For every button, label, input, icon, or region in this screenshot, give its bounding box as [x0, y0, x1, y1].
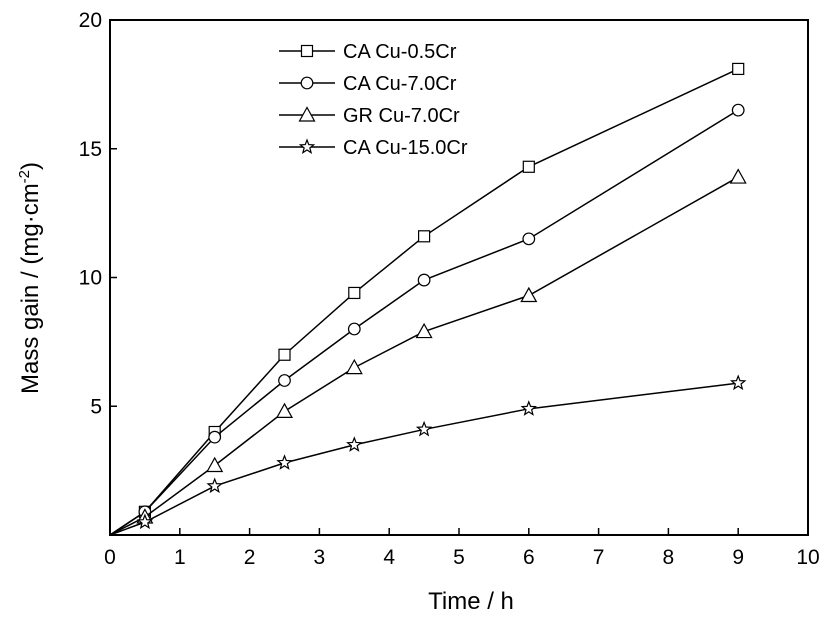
data-point	[522, 232, 536, 246]
data-point	[520, 400, 538, 416]
x-tick-label: 10	[796, 546, 819, 569]
data-point	[732, 62, 745, 76]
x-tick-label: 3	[314, 546, 326, 569]
legend: CA Cu-0.5Cr CA Cu-7.0Cr GR Cu-7.0Cr CA Cu-1…	[279, 41, 468, 159]
y-axis-ticks: 5 10 15 20	[79, 9, 117, 418]
data-point	[522, 160, 535, 173]
series-layer	[109, 62, 747, 536]
y-tick-label: 20	[79, 9, 102, 32]
legend-marker	[300, 76, 314, 90]
series-line	[109, 176, 739, 536]
legend-item: CA Cu-7.0Cr	[279, 73, 457, 95]
data-point	[415, 420, 433, 437]
legend-label: GR Cu-7.0Cr	[343, 105, 460, 127]
data-point	[418, 230, 431, 243]
series-line	[109, 382, 739, 536]
series-2	[109, 103, 745, 536]
y-tick-label: 15	[79, 138, 102, 161]
y-axis-title-main: Mass gain / (mg·cm	[17, 183, 44, 394]
y-axis-title-superscript: -2	[16, 170, 33, 183]
legend-label: CA Cu-15.0Cr	[343, 137, 468, 159]
legend-item: GR Cu-7.0Cr	[279, 105, 460, 127]
x-axis-title: Time / h	[428, 588, 514, 615]
data-point	[136, 513, 154, 530]
data-point	[520, 286, 538, 303]
data-point	[729, 168, 747, 184]
legend-marker	[298, 138, 316, 155]
series-4	[109, 374, 747, 536]
x-tick-label: 9	[732, 546, 744, 569]
y-axis-title-end: )	[17, 162, 44, 170]
y-tick-label: 10	[79, 267, 102, 290]
series-3	[109, 168, 747, 536]
legend-item: CA Cu-15.0Cr	[279, 137, 468, 159]
legend-label: CA Cu-7.0Cr	[343, 73, 457, 95]
data-point	[208, 430, 222, 444]
legend-marker	[298, 106, 316, 122]
data-point	[278, 348, 291, 361]
data-point	[278, 374, 291, 387]
series-1	[109, 62, 745, 536]
legend-marker	[300, 44, 314, 58]
data-point	[275, 402, 294, 418]
data-point	[206, 477, 223, 494]
data-point	[346, 436, 363, 452]
x-tick-label: 2	[244, 546, 256, 569]
x-tick-label: 7	[593, 546, 605, 569]
x-tick-label: 4	[383, 546, 395, 569]
x-tick-label: 6	[523, 546, 535, 569]
x-tick-label: 0	[104, 546, 116, 569]
x-tick-label: 5	[453, 546, 465, 569]
x-tick-label: 1	[174, 546, 186, 569]
data-point	[348, 286, 361, 300]
legend-item: CA Cu-0.5Cr	[279, 41, 457, 63]
x-axis-ticks: 0 1 2 3 4 5 6 7 8 9 10	[104, 528, 820, 569]
data-point	[276, 454, 293, 470]
data-point	[729, 374, 747, 391]
x-tick-label: 8	[663, 546, 675, 569]
y-tick-label: 5	[90, 395, 102, 418]
data-point	[731, 103, 745, 117]
y-axis-title: Mass gain / (mg·cm-2)	[16, 162, 44, 394]
data-point	[206, 456, 224, 473]
data-point	[345, 358, 363, 375]
legend-label: CA Cu-0.5Cr	[343, 41, 457, 63]
data-point	[417, 273, 431, 287]
series-line	[109, 109, 739, 536]
data-point	[415, 322, 433, 339]
data-point	[347, 322, 361, 336]
